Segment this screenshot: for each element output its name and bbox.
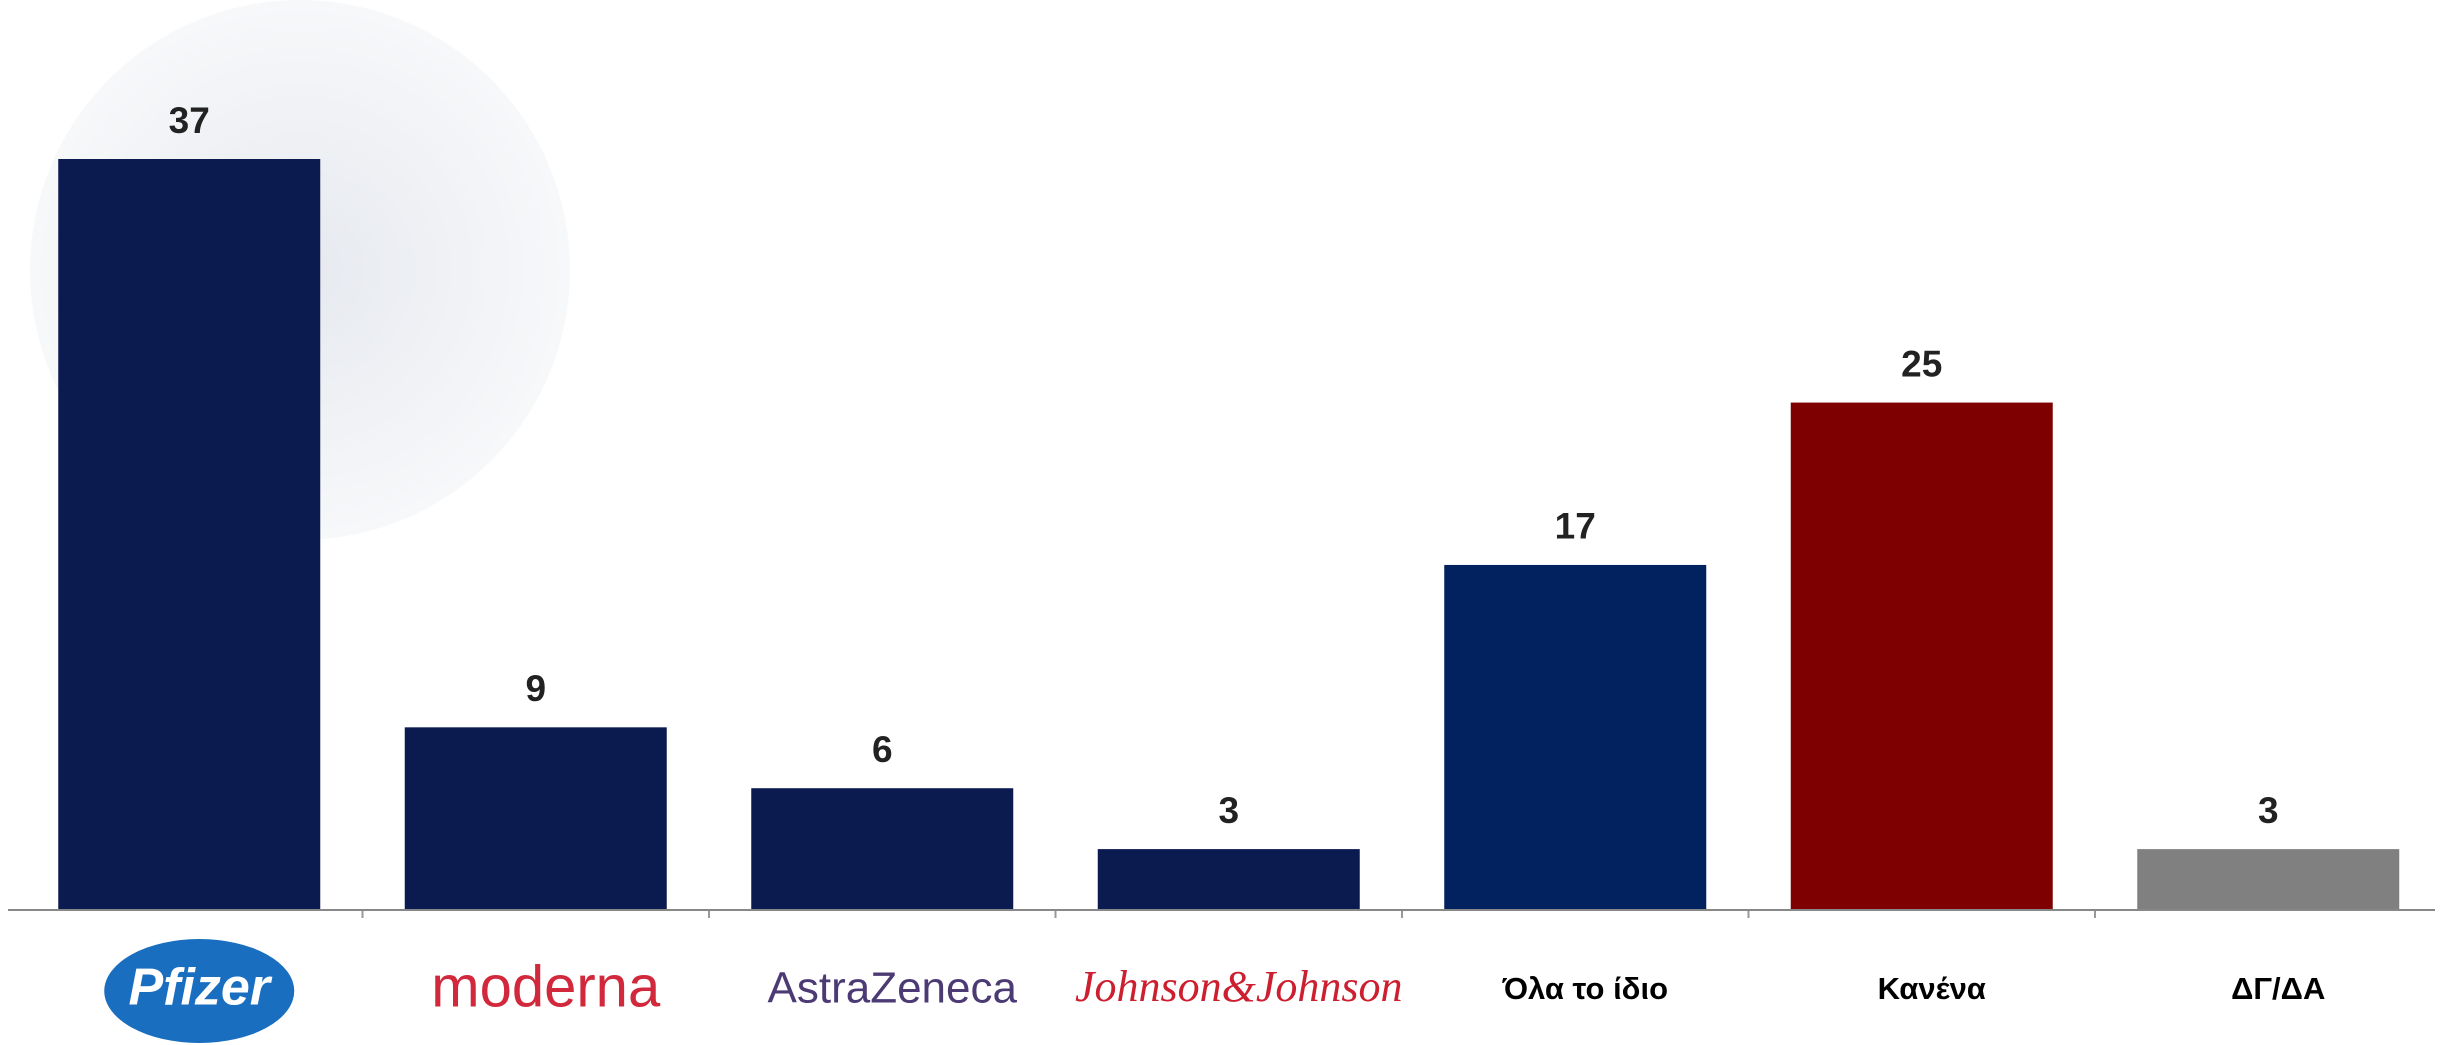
bar [1444,564,1707,910]
value-label: 3 [2258,790,2279,831]
category-logo: Johnson&Johnson [1075,962,1403,1011]
bar [58,159,321,910]
bar [1097,849,1360,910]
bar [1790,402,2053,910]
value-label: 9 [525,668,546,709]
value-label: 3 [1218,790,1239,831]
logo-badge [104,939,295,1043]
x-tick-label: Όλα το ίδιο [1501,971,1668,1006]
category-logo: AstraZeneca [768,964,1018,1013]
value-label: 25 [1901,343,1942,384]
plot: 37 Pfizer 9 moderna 6 AstraZeneca 3 Johnson&Joh… [8,100,2435,1043]
bar [751,788,1014,910]
category-logo: Pfizer [128,959,272,1017]
bar [404,727,667,910]
bar [2137,849,2400,910]
value-label: 17 [1555,506,1596,547]
value-label: 37 [169,100,210,141]
category-logo: moderna [431,954,661,1019]
value-label: 6 [872,729,893,770]
x-tick-label: ΔΓ/ΔΑ [2231,971,2325,1006]
x-tick-label: Κανένα [1878,971,1986,1006]
